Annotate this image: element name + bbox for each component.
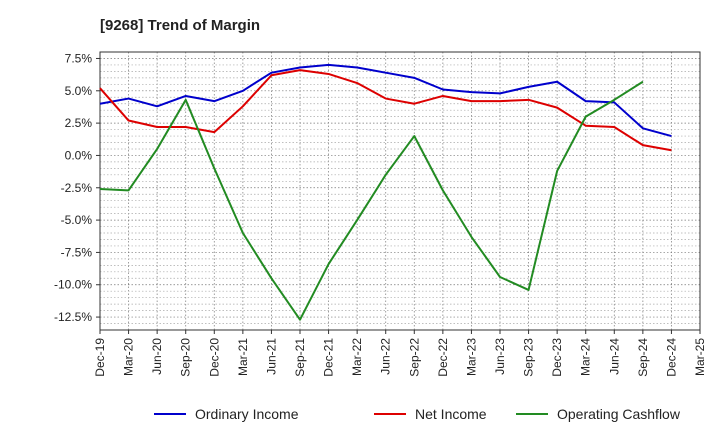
ordinary-income-legend-label: Ordinary Income: [195, 406, 299, 422]
x-tick-label: Dec-24: [664, 338, 678, 377]
operating-cashflow-line: [99, 80, 644, 321]
net-income-legend-label: Net Income: [415, 406, 487, 422]
x-tick-label: Dec-20: [207, 338, 221, 377]
x-tick-label: Sep-20: [179, 338, 193, 377]
x-tick-label: Mar-25: [693, 338, 707, 376]
x-tick-label: Mar-24: [579, 338, 593, 376]
x-tick-label: Mar-22: [350, 338, 364, 376]
x-tick-label: Jun-22: [379, 338, 393, 375]
ordinary-income-line: [99, 63, 672, 138]
operating-cashflow-legend-label: Operating Cashflow: [557, 406, 681, 422]
x-tick-label: Jun-24: [607, 338, 621, 375]
x-tick-label: Jun-21: [264, 338, 278, 375]
chart-title: [9268] Trend of Margin: [100, 17, 261, 34]
legend: Ordinary Income Net Income Operating Cashf…: [154, 406, 681, 422]
x-tick-label: Dec-19: [93, 338, 107, 377]
y-tick-label: 2.5%: [65, 116, 93, 130]
x-tick-label: Mar-23: [464, 338, 478, 376]
y-tick-label: 0.0%: [65, 148, 93, 162]
x-tick-label: Jun-23: [493, 338, 507, 375]
y-tick-label: 7.5%: [65, 51, 93, 65]
grid: [99, 51, 701, 331]
x-tick-label: Mar-21: [236, 338, 250, 376]
x-tick-label: Sep-21: [293, 338, 307, 377]
y-tick-label: 5.0%: [65, 84, 93, 98]
x-tick-label: Mar-20: [122, 338, 136, 376]
x-tick-label: Jun-20: [150, 338, 164, 375]
x-tick-label: Dec-21: [322, 338, 336, 377]
y-tick-label: -5.0%: [61, 213, 93, 227]
axes: 7.5% 5.0% 2.5% 0.0% -2.5% -5.0% -7.5% -10.0% -12…: [54, 51, 707, 376]
net-income-line: [99, 69, 672, 152]
plot-frame: [99, 51, 701, 331]
x-tick-label: Sep-22: [407, 338, 421, 377]
x-tick-label: Dec-22: [436, 338, 450, 377]
y-tick-label: -2.5%: [61, 181, 93, 195]
x-tick-label: Sep-24: [636, 338, 650, 377]
y-tick-label: -10.0%: [54, 278, 92, 292]
series-lines: [99, 63, 672, 321]
y-tick-label: -7.5%: [61, 245, 93, 259]
x-tick-label: Sep-23: [522, 338, 536, 377]
y-tick-label: -12.5%: [54, 310, 92, 324]
x-tick-label: Dec-23: [550, 338, 564, 377]
